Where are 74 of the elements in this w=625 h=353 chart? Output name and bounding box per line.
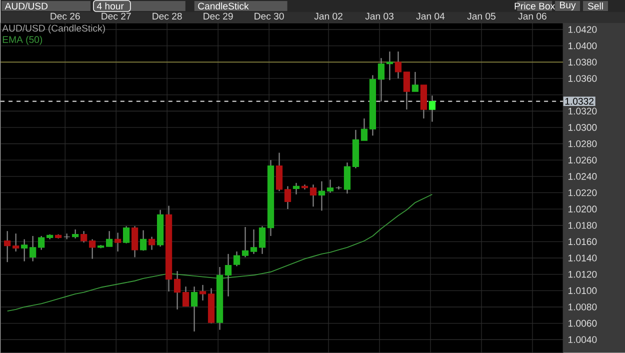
y-tick-label: 1.0080	[568, 304, 597, 310]
y-tick-label: 1.0280	[568, 140, 597, 148]
candlestick	[360, 118, 368, 142]
text: AUD/USD (CandleStick)	[2, 24, 105, 34]
candlestick	[12, 233, 20, 252]
candlestick	[233, 250, 240, 267]
candlestick	[30, 235, 36, 262]
x-tick-label: Jan 04	[416, 12, 445, 20]
x-tick-label: Dec 27	[102, 12, 131, 20]
candlestick	[394, 51, 402, 80]
candlestick	[174, 270, 181, 310]
text: Buy	[560, 2, 576, 10]
y-tick-label: 1.0400	[568, 42, 597, 50]
y-tick-label: 1.0360	[568, 75, 597, 82]
candlestick	[326, 179, 334, 194]
candlestick	[106, 230, 113, 248]
candlestick	[378, 58, 385, 102]
candlestick	[122, 226, 130, 244]
y-tick-label: 1.0160	[568, 238, 597, 246]
y-tick-label: 1.0060	[568, 320, 597, 327]
text: EMA (50)	[2, 36, 42, 45]
candlestick	[428, 95, 436, 122]
candlestick	[131, 226, 138, 258]
candlestick	[284, 186, 292, 210]
ref-line-label: 1.0332	[565, 98, 594, 105]
candlestick	[21, 238, 28, 262]
y-tick-label: 1.0200	[568, 206, 597, 212]
y-tick-label: 1.0220	[568, 189, 597, 196]
y-tick-label: 1.0120	[568, 270, 597, 278]
candlestick	[4, 230, 11, 263]
text: Price Box	[514, 2, 555, 10]
candlestick	[412, 71, 419, 92]
x-tick-label: Jan 05	[467, 12, 496, 20]
y-tick-label: 1.0320	[568, 108, 597, 114]
y-tick-label: 1.0240	[568, 173, 597, 180]
candlestick	[89, 238, 96, 260]
x-tick-label: Dec 26	[50, 12, 80, 20]
y-tick-label: 1.0420	[568, 26, 597, 33]
candlestick	[38, 235, 45, 250]
candlestick	[80, 230, 88, 244]
x-tick-label: Jan 06	[518, 12, 546, 20]
y-tick-label: 1.0300	[568, 124, 597, 131]
candlestick	[190, 286, 198, 332]
candlestick	[199, 284, 206, 301]
text: 4 hour	[96, 2, 124, 10]
candlestick	[182, 286, 190, 307]
y-tick-label: 1.0260	[568, 156, 597, 164]
candlestick	[258, 226, 266, 254]
x-tick-label: Jan 02	[314, 12, 342, 20]
candlestick	[224, 253, 232, 297]
x-tick-label: Dec 28	[152, 12, 182, 20]
x-tick-label: Dec 30	[254, 12, 284, 20]
candlestick	[310, 184, 317, 208]
y-tick-label: 1.0180	[568, 222, 597, 229]
candlestick	[276, 152, 283, 192]
candlestick	[140, 230, 147, 252]
x-tick-label: Jan 03	[365, 12, 394, 20]
y-tick-label: 1.0380	[568, 58, 597, 66]
text: AUD/USD	[4, 2, 48, 10]
candlestick	[318, 180, 326, 212]
y-tick-label: 1.0040	[568, 336, 597, 344]
y-tick-label: 1.0100	[568, 287, 597, 294]
candlestick	[403, 71, 410, 110]
text: CandleStick	[198, 2, 249, 10]
candlestick	[148, 236, 156, 250]
candlestick	[114, 232, 122, 252]
text: Sell	[588, 2, 603, 10]
candlestick	[292, 182, 300, 195]
candlestick	[344, 162, 351, 194]
candlestick	[242, 226, 249, 258]
candlestick	[250, 228, 258, 254]
candlestick	[335, 186, 342, 190]
y-tick-label: 1.0140	[568, 254, 597, 262]
x-tick-label: Dec 29	[204, 12, 233, 20]
